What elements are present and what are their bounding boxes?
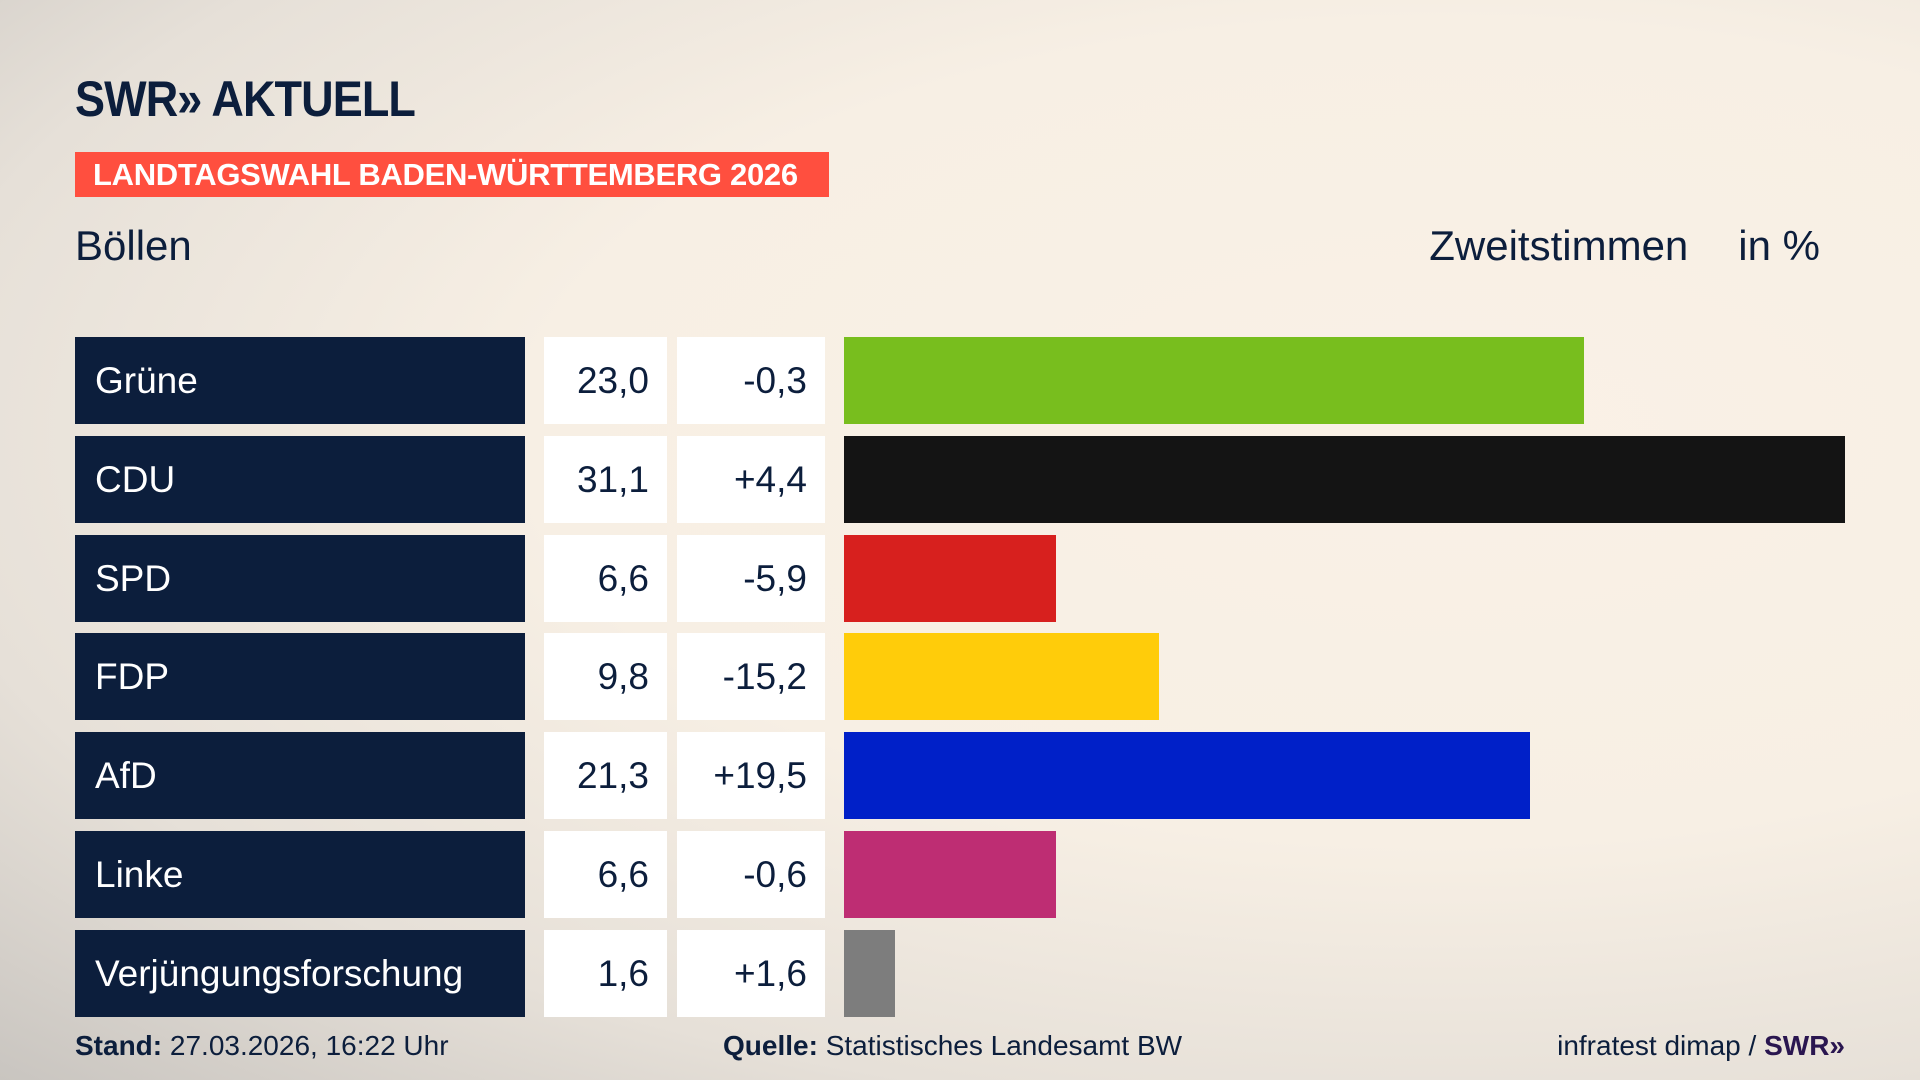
- election-banner: LANDTAGSWAHL BADEN-WÜRTTEMBERG 2026: [75, 152, 829, 197]
- value-label: 21,3: [544, 732, 667, 820]
- stand-label: Stand:: [75, 1030, 163, 1061]
- party-row: FDP 9,8 -15,2: [0, 633, 1920, 721]
- diff-label: +4,4: [677, 435, 825, 523]
- party-name: Grüne: [75, 337, 525, 424]
- party-name: FDP: [75, 633, 525, 721]
- party-row: Grüne 23,0 -0,3: [0, 337, 1920, 424]
- party-row: AfD 21,3 +19,5: [0, 732, 1920, 820]
- party-name: Linke: [75, 831, 525, 918]
- bar-afd: [844, 732, 1530, 820]
- source-info: Quelle: Statistisches Landesamt BW: [723, 1030, 1182, 1062]
- bar-cdu: [844, 435, 1845, 523]
- bar-linke: [844, 831, 1057, 918]
- party-row: Linke 6,6 -0,6: [0, 831, 1920, 918]
- place-title: Böllen: [75, 222, 192, 269]
- source-value: Statistisches Landesamt BW: [825, 1030, 1183, 1061]
- diff-label: +19,5: [677, 732, 825, 820]
- swr-aktuell-logo: SWR» AKTUELL: [75, 71, 416, 127]
- bar-fdp: [844, 633, 1160, 721]
- bar-grüne: [844, 337, 1585, 424]
- value-label: 9,8: [544, 633, 667, 721]
- party-row: CDU 31,1 +4,4: [0, 435, 1920, 523]
- party-row: Verjüngungsforschung 1,6 +1,6: [0, 929, 1920, 1017]
- value-label: 6,6: [544, 831, 667, 918]
- diff-label: -15,2: [677, 633, 825, 721]
- swr-logo-small: SWR»: [1764, 1030, 1845, 1061]
- diff-label: -0,3: [677, 337, 825, 424]
- bar-spd: [844, 534, 1057, 622]
- bar-verjüngungsforschung: [844, 929, 896, 1017]
- source-label: Quelle:: [723, 1030, 818, 1061]
- credit-info: infratest dimap / SWR»: [1557, 1030, 1845, 1062]
- party-name: CDU: [75, 435, 525, 523]
- diff-label: -0,6: [677, 831, 825, 918]
- value-label: 6,6: [544, 534, 667, 622]
- value-label: 1,6: [544, 929, 667, 1017]
- credit-text: infratest dimap /: [1557, 1030, 1765, 1061]
- party-row: SPD 6,6 -5,9: [0, 534, 1920, 622]
- party-name: AfD: [75, 732, 525, 820]
- value-label: 31,1: [544, 435, 667, 523]
- metric-label: Zweitstimmen: [1429, 222, 1689, 269]
- party-name: Verjüngungsforschung: [75, 929, 525, 1017]
- diff-label: +1,6: [677, 929, 825, 1017]
- header-right: Zweitstimmen in %: [1429, 222, 1820, 270]
- party-name: SPD: [75, 534, 525, 622]
- unit-label: in %: [1738, 222, 1820, 269]
- value-label: 23,0: [544, 337, 667, 424]
- diff-label: -5,9: [677, 534, 825, 622]
- stand-info: Stand: 27.03.2026, 16:22 Uhr: [75, 1030, 449, 1062]
- stand-value: 27.03.2026, 16:22 Uhr: [169, 1030, 449, 1061]
